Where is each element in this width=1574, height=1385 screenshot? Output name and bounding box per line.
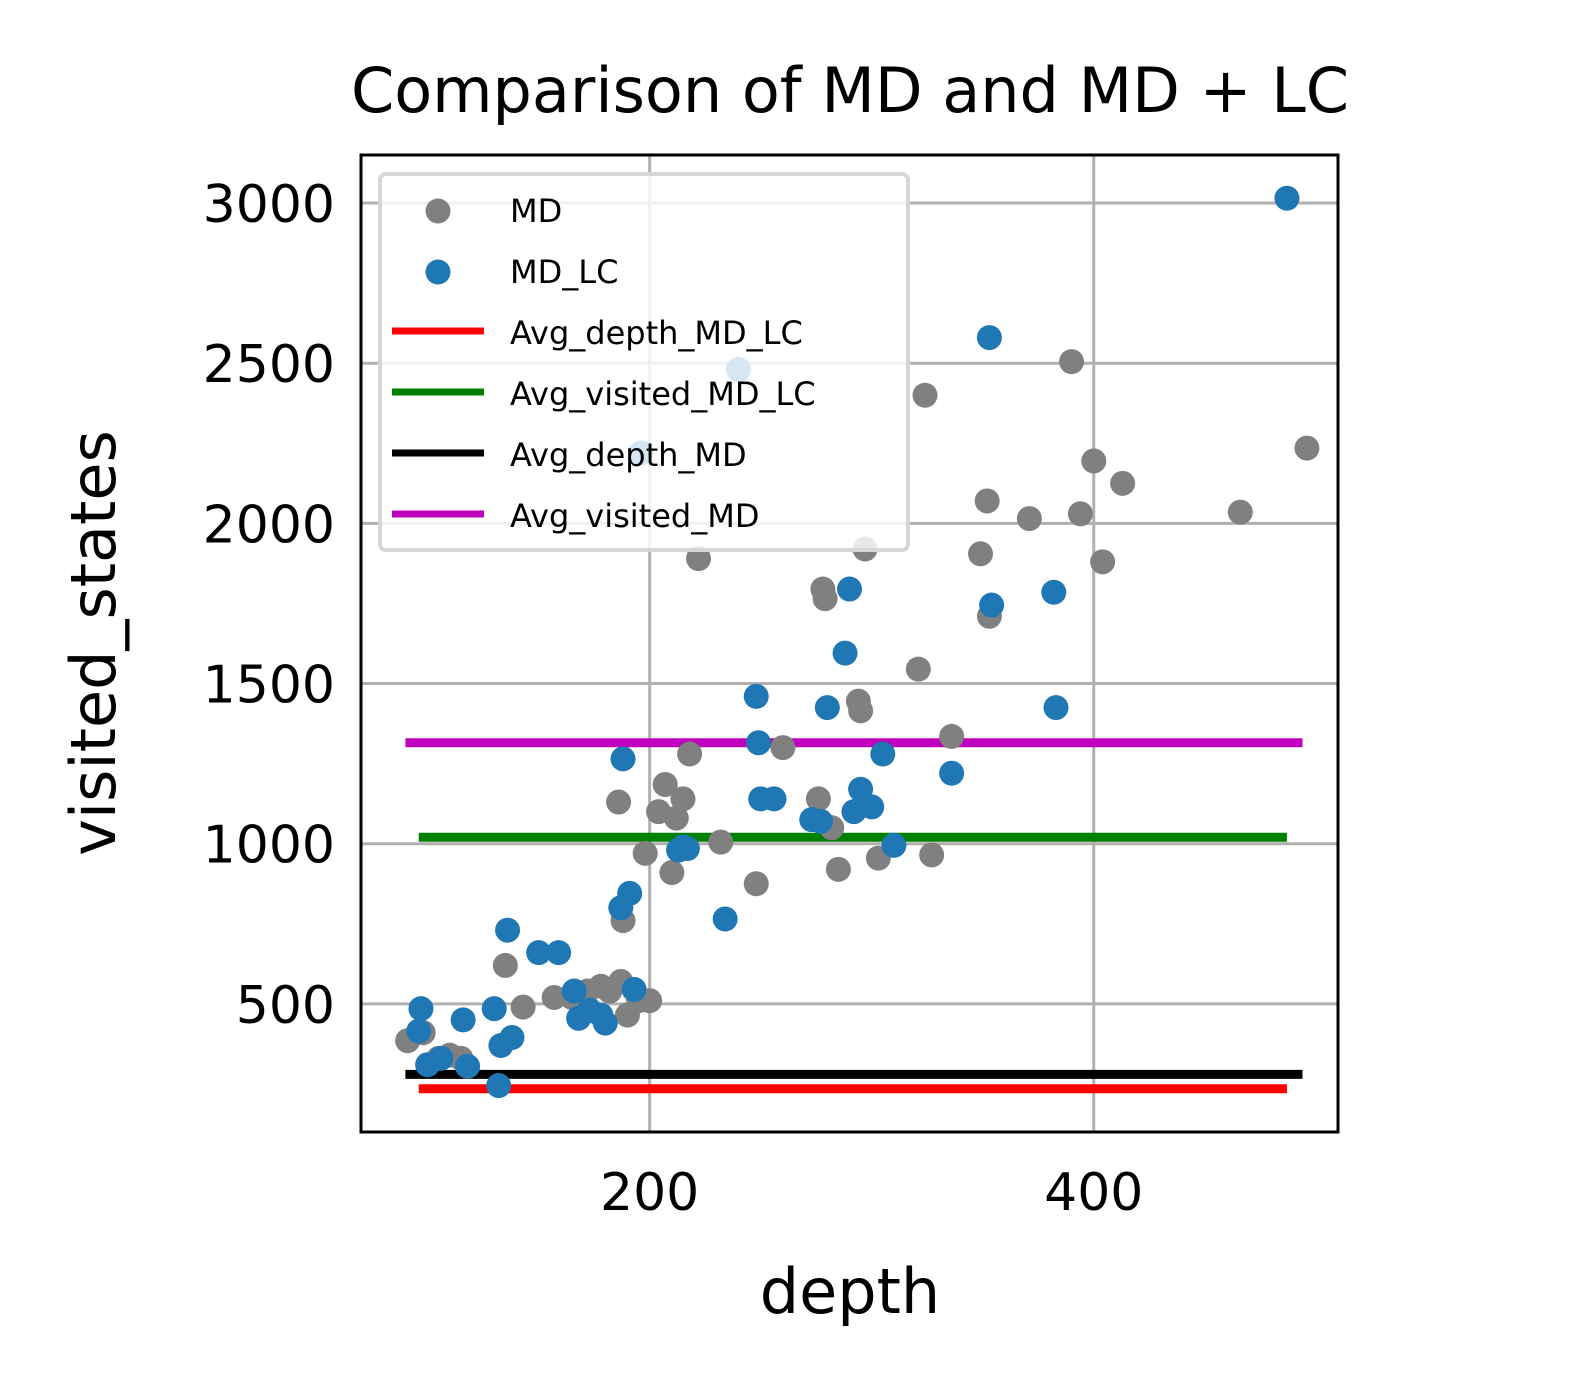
point-md-lc [837, 576, 862, 602]
point-md-lc [455, 1053, 481, 1079]
legend-label-avg-depth-md-lc: Avg_depth_MD_LC [510, 314, 803, 352]
scatter-points [395, 185, 1320, 1099]
point-md [919, 842, 945, 868]
point-md [670, 786, 696, 812]
average-lines [405, 738, 1303, 1094]
point-md [770, 735, 796, 761]
point-md [974, 488, 1000, 514]
point-md-lc [712, 906, 738, 932]
point-md [1067, 501, 1093, 527]
point-md-lc [546, 940, 572, 966]
legend: MD MD_LC Avg_depth_MD_LC Avg_visited_MD_LC A… [378, 172, 910, 552]
point-md-lc [610, 746, 636, 772]
point-md [606, 789, 632, 815]
point-md [632, 840, 658, 866]
point-md [677, 741, 703, 767]
point-md [663, 805, 689, 831]
y-tick-label: 500 [236, 976, 335, 1036]
plot-frame [359, 153, 1340, 1134]
point-md [1090, 549, 1116, 575]
legend-label-avg-depth-md: Avg_depth_MD [510, 436, 747, 474]
point-md [1110, 470, 1136, 496]
point-md [652, 771, 678, 797]
point-md-lc [1274, 185, 1300, 211]
point-md-lc [745, 730, 771, 756]
point-md [812, 586, 838, 612]
point-md [686, 546, 712, 572]
point-md-lc [808, 808, 834, 834]
legend-box [378, 172, 910, 552]
point-md-lc [406, 1018, 432, 1044]
point-md-lc [495, 917, 521, 943]
point-md-lc [1043, 695, 1069, 721]
point-md-lc [859, 794, 885, 820]
point-md [1294, 435, 1320, 461]
legend-label-avg-visited-md-lc: Avg_visited_MD_LC [510, 375, 816, 413]
y-tick-label: 1000 [203, 816, 335, 876]
point-md-lc [592, 1010, 618, 1036]
point-md-lc [976, 325, 1002, 351]
point-md-lc [870, 741, 896, 767]
point-md-lc [881, 832, 907, 858]
legend-label-md: MD [510, 192, 562, 230]
point-md-lc [814, 695, 840, 721]
point-md [510, 994, 536, 1020]
point-md [1016, 506, 1042, 532]
point-md-lc [979, 592, 1005, 618]
legend-label-md-lc: MD_LC [510, 253, 618, 291]
point-md-lc [674, 836, 700, 862]
point-md [743, 871, 769, 897]
point-md-lc [526, 940, 552, 966]
point-md-lc [1041, 579, 1067, 605]
point-md [1227, 499, 1253, 525]
legend-marker-md-lc [425, 259, 451, 285]
point-md-lc [450, 1007, 476, 1033]
point-md [492, 952, 518, 978]
y-tick-label: 2000 [203, 495, 335, 555]
point-md [805, 786, 831, 812]
y-tick-label: 3000 [203, 175, 335, 235]
point-md [541, 984, 567, 1010]
point-md [939, 723, 965, 749]
point-md [708, 829, 734, 855]
point-md [905, 656, 931, 682]
point-md-lc [499, 1025, 525, 1051]
y-axis-label: visited_states [57, 430, 130, 856]
legend-marker-md [425, 198, 451, 224]
point-md [1059, 349, 1085, 375]
legend-label-avg-visited-md: Avg_visited_MD [510, 497, 759, 535]
chart-title: Comparison of MD and MD + LC [351, 54, 1349, 127]
point-md-lc [832, 640, 858, 666]
point-md-lc [761, 786, 787, 812]
point-md-lc [743, 683, 769, 709]
point-md [968, 541, 994, 567]
y-tick-label: 2500 [203, 335, 335, 395]
x-tick-label: 200 [600, 1163, 699, 1223]
point-md-lc [486, 1073, 512, 1099]
point-md-lc [561, 978, 587, 1004]
point-md-lc [408, 996, 434, 1022]
axis-ticks: 200 400 500 1000 1500 2000 2500 3000 [203, 175, 1144, 1223]
point-md-lc [939, 760, 965, 786]
point-md-lc [621, 976, 647, 1002]
point-md [912, 382, 938, 408]
x-axis-label: depth [760, 1255, 940, 1328]
y-tick-label: 1500 [203, 656, 335, 716]
point-md [1081, 448, 1107, 474]
point-md [825, 856, 851, 882]
point-md [659, 860, 685, 886]
point-md-lc [428, 1045, 454, 1071]
point-md-lc [617, 880, 643, 906]
x-tick-label: 400 [1044, 1163, 1143, 1223]
point-md [848, 698, 874, 724]
point-md-lc [481, 996, 507, 1022]
